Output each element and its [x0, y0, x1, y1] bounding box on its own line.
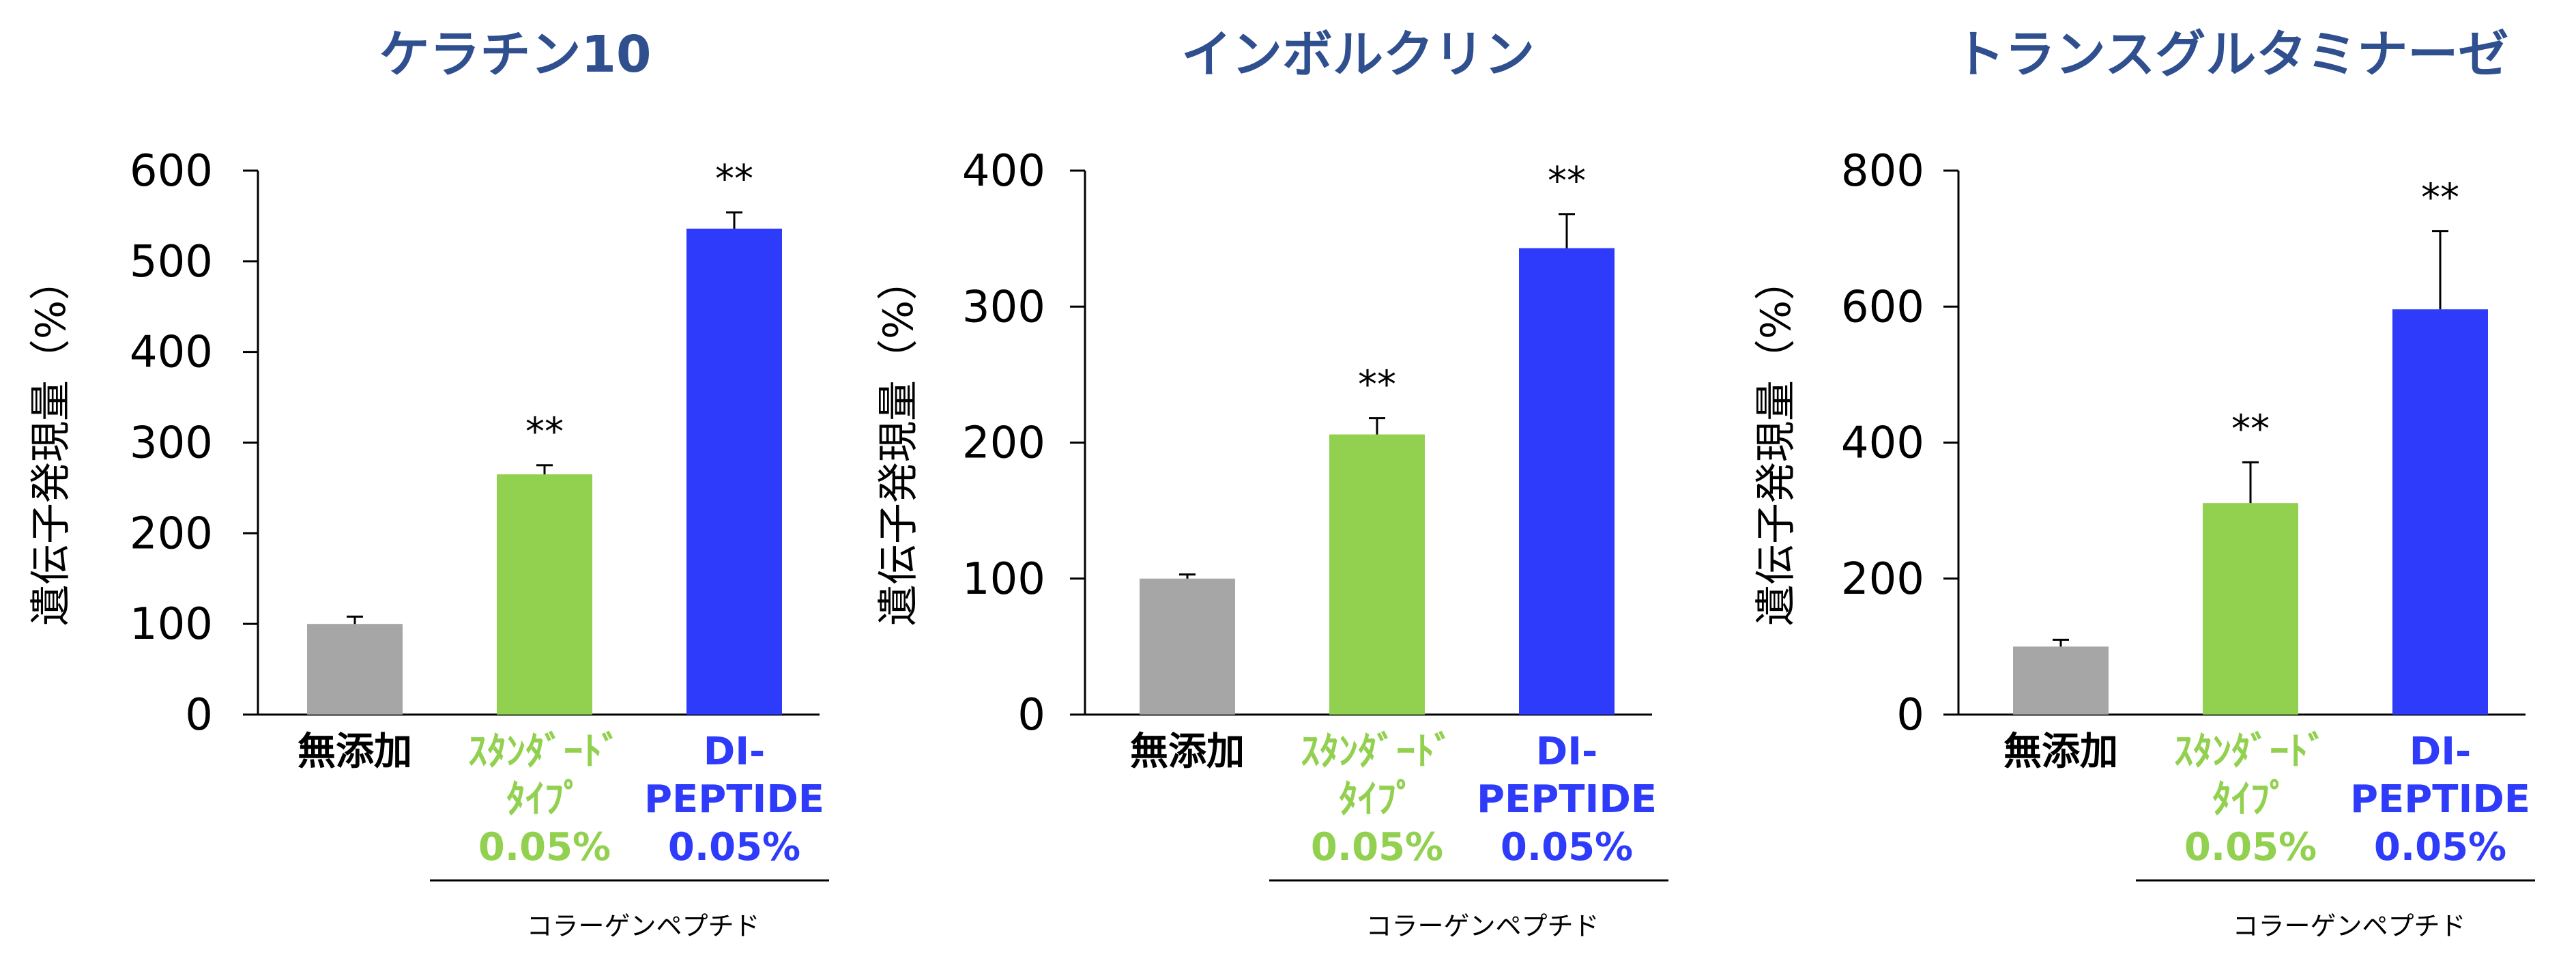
significance-marker: ** [1548, 159, 1586, 203]
y-tick-label: 800 [1841, 146, 1924, 197]
category-label: 0.05% [668, 825, 800, 869]
category-label: ｽﾀﾝﾀﾞｰﾄﾞ [1301, 730, 1453, 774]
y-tick-label: 400 [130, 328, 213, 378]
y-tick-label: 600 [1841, 282, 1924, 332]
category-label: PEPTIDE [1477, 777, 1657, 822]
group-label: コラーゲンペプチド [1365, 911, 1599, 941]
chart-title: トランスグルタミナーゼ [1954, 25, 2509, 84]
y-axis-label: 遺伝子発現量（%） [875, 259, 923, 626]
group-label: コラーゲンペプチド [2232, 911, 2465, 941]
bar-0 [1140, 578, 1235, 715]
bar-0 [2013, 646, 2109, 715]
significance-marker: ** [2231, 407, 2270, 451]
chart-panel-transglutaminase: トランスグルタミナーゼ 0 200 400 600 800 遺伝子発現量（%） 無添加 ** ｽﾀ… [1752, 25, 2535, 941]
category-label: 無添加 [1130, 730, 1245, 774]
y-tick-label: 300 [962, 282, 1045, 332]
category-label: ｽﾀﾝﾀﾞｰﾄﾞ [468, 730, 621, 774]
y-tick-label: 600 [130, 146, 213, 197]
category-label: PEPTIDE [2350, 777, 2530, 822]
bar-2 [1519, 248, 1615, 715]
y-axis-label: 遺伝子発現量（%） [27, 259, 75, 626]
category-label: ﾀｲﾌﾟ [2212, 777, 2289, 822]
category-label: 0.05% [478, 825, 611, 869]
y-tick-label: 0 [185, 690, 213, 741]
category-label: 0.05% [2374, 825, 2506, 869]
significance-marker: ** [715, 157, 753, 201]
bar-2 [686, 229, 782, 715]
category-label: 無添加 [2003, 730, 2118, 774]
y-tick-label: 400 [962, 146, 1045, 197]
chart-title: ケラチン10 [379, 25, 652, 84]
category-label: ｽﾀﾝﾀﾞｰﾄﾞ [2174, 730, 2327, 774]
y-axis-label: 遺伝子発現量（%） [1752, 259, 1800, 626]
category-label: DI- [704, 730, 766, 774]
category-label: ﾀｲﾌﾟ [1339, 777, 1415, 822]
y-tick-label: 300 [130, 418, 213, 469]
category-label: PEPTIDE [644, 777, 824, 822]
bar-0 [307, 624, 403, 715]
bar-1 [497, 474, 592, 715]
y-tick-label: 200 [130, 508, 213, 559]
y-tick-label: 200 [1841, 554, 1924, 605]
y-tick-label: 400 [1841, 418, 1924, 469]
category-label: DI- [1536, 730, 1598, 774]
group-label: コラーゲンペプチド [526, 911, 759, 941]
chart-panel-involucrin: インボルクリン 0 100 200 300 400 遺伝子発現量（%） 無添加 ** ｽﾀﾝﾀﾞｰ… [875, 25, 1668, 941]
y-tick-label: 0 [1896, 690, 1924, 741]
chart-panel-keratin10: ケラチン10 0 100 200 300 400 500 600 遺伝子発現量（%） 無添加 ** ｽ… [27, 25, 829, 941]
category-label: 0.05% [1311, 825, 1443, 869]
y-tick-label: 100 [962, 554, 1045, 605]
significance-marker: ** [2421, 176, 2459, 220]
category-label: DI- [2409, 730, 2472, 774]
y-tick-label: 100 [130, 599, 213, 650]
category-label: 無添加 [298, 730, 412, 774]
chart-title: インボルクリン [1181, 25, 1535, 84]
category-label: ﾀｲﾌﾟ [506, 777, 583, 822]
category-label: 0.05% [1501, 825, 1633, 869]
y-tick-label: 500 [130, 237, 213, 287]
y-tick-label: 200 [962, 418, 1045, 469]
category-label: 0.05% [2184, 825, 2317, 869]
y-tick-label: 0 [1017, 690, 1045, 741]
bar-2 [2392, 309, 2488, 715]
significance-marker: ** [525, 410, 564, 455]
significance-marker: ** [1358, 363, 1396, 407]
bar-1 [2203, 503, 2298, 715]
bar-1 [1329, 434, 1425, 715]
